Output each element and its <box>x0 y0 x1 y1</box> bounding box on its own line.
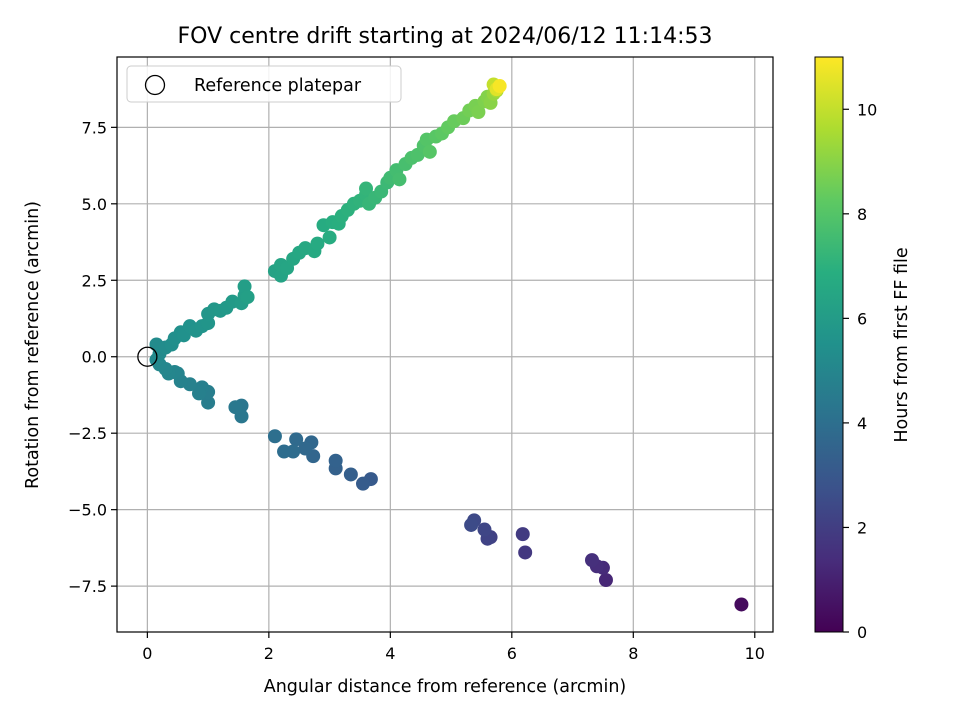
data-point <box>240 290 255 305</box>
colorbar <box>815 57 843 632</box>
x-tick-label: 4 <box>385 644 395 663</box>
data-point <box>359 181 374 196</box>
colorbar-ticks: 0 2 4 6 8 10 <box>843 100 877 642</box>
data-point <box>267 429 282 444</box>
data-point <box>584 553 599 568</box>
colorbar-label: Hours from first FF file <box>892 247 912 442</box>
grid-lines <box>117 57 773 632</box>
y-tick-label: 2.5 <box>82 271 107 290</box>
data-point <box>477 522 492 537</box>
y-tick-label: −2.5 <box>68 424 107 443</box>
data-point <box>201 395 216 410</box>
data-point <box>310 236 325 251</box>
x-tick-label: 6 <box>507 644 517 663</box>
colorbar-tick-label: 10 <box>857 100 877 119</box>
data-point <box>192 386 206 401</box>
data-point <box>515 527 530 542</box>
data-point <box>392 172 407 187</box>
y-tick-label: 5.0 <box>82 195 107 214</box>
data-point <box>471 105 486 120</box>
data-point <box>356 476 370 491</box>
y-tick-label: −5.0 <box>68 501 107 520</box>
x-tick-label: 0 <box>142 644 152 663</box>
y-axis-ticks: −7.5 −5.0 −2.5 0.0 2.5 5.0 7.5 <box>68 118 117 596</box>
plot-frame <box>116 56 774 633</box>
data-points <box>149 77 749 612</box>
legend-entry-reference: Reference platepar <box>194 76 362 96</box>
reference-point-marker <box>137 346 158 367</box>
colorbar-tick-label: 4 <box>857 414 867 433</box>
chart-title: FOV centre drift starting at 2024/06/12 … <box>178 24 713 49</box>
data-point <box>518 545 533 560</box>
data-point <box>734 597 749 612</box>
colorbar-tick-label: 0 <box>857 623 867 642</box>
data-point <box>228 400 243 415</box>
data-point <box>277 444 292 459</box>
y-tick-label: 7.5 <box>82 118 107 137</box>
data-point <box>237 279 252 294</box>
legend-reference-marker <box>144 74 166 96</box>
data-point <box>298 441 313 456</box>
data-point <box>492 79 507 94</box>
data-point <box>464 517 479 532</box>
data-point <box>343 467 358 482</box>
legend: Reference platepar <box>126 65 402 103</box>
colorbar-frame <box>814 56 844 633</box>
data-point <box>422 144 437 159</box>
x-tick-label: 10 <box>745 644 765 663</box>
colorbar-tick-label: 2 <box>857 518 867 537</box>
data-point <box>598 573 613 588</box>
x-axis-label: Angular distance from reference (arcmin) <box>264 677 627 697</box>
legend-box <box>126 65 402 103</box>
y-axis-label: Rotation from reference (arcmin) <box>23 201 43 489</box>
x-tick-label: 8 <box>628 644 638 663</box>
reference-marker-group <box>137 346 158 367</box>
data-point <box>328 453 343 468</box>
x-tick-label: 2 <box>264 644 274 663</box>
y-tick-label: 0.0 <box>82 348 107 367</box>
y-tick-label: −7.5 <box>68 577 107 596</box>
data-point <box>322 230 337 245</box>
data-point <box>289 432 304 447</box>
colorbar-tick-label: 6 <box>857 309 867 328</box>
x-axis-ticks: 0 2 4 6 8 10 <box>142 632 765 663</box>
colorbar-tick-label: 8 <box>857 205 867 224</box>
